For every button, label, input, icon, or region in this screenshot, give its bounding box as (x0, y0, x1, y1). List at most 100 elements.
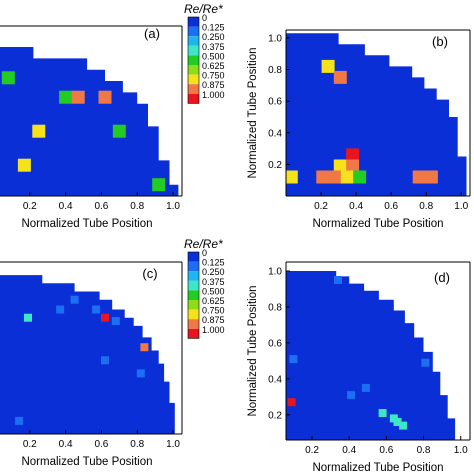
y-tick-label: 0.6 (268, 338, 282, 349)
x-tick-label: 0.2 (23, 439, 37, 450)
colorbar-swatch (188, 45, 199, 56)
heatmap-panel-2: 0.2 0.4 0.6 0.8 1.0 0.2 0.4 0.6 0.8 1.0 Normalized… (247, 29, 471, 230)
colorbar-swatch (188, 261, 199, 272)
heatmap-cell (340, 170, 354, 184)
x-tick-label: 0.6 (94, 201, 108, 212)
heatmap-cell (152, 178, 166, 192)
colorbar-tick-label: 0.250 (202, 267, 225, 277)
heatmap-cell (112, 124, 126, 138)
colorbar-swatch (188, 17, 199, 27)
colorbar-swatch (188, 55, 199, 65)
colorbar-swatch (188, 280, 199, 291)
x-tick-label: 0.8 (419, 201, 433, 212)
y-tick-label: 0.2 (268, 410, 282, 421)
heatmap-cell (17, 158, 31, 172)
heatmap-cell (399, 421, 408, 430)
heatmap-domain-1 (0, 47, 179, 196)
heatmap-cell (333, 70, 347, 84)
y-tick-label: 0.8 (268, 65, 282, 76)
heatmap-cell (347, 391, 356, 400)
colorbar-tick-label: 0.750 (202, 71, 225, 81)
x-tick-label: 0.4 (342, 445, 356, 456)
colorbar-swatch (188, 309, 199, 320)
heatmap-domain-3 (0, 275, 175, 434)
heatmap-panel-4: 0.2 0.4 0.6 0.8 1.0 0.2 0.4 0.6 0.8 1.0 Normalized… (247, 261, 471, 474)
colorbar-legend-bottom: Re/Re* 00.1250.2500.3750.5000.6250.7500.… (184, 237, 225, 339)
colorbar-tick-label: 0.250 (202, 32, 225, 42)
heatmap-domain-4 (286, 271, 456, 440)
heatmap-cell (316, 170, 330, 184)
heatmap-cell (334, 276, 342, 284)
panel-label: (b) (432, 34, 448, 49)
x-tick-label: 1.0 (454, 201, 468, 212)
colorbar-tick-label: 0.375 (202, 42, 225, 52)
heatmap-cell (378, 409, 387, 417)
heatmap-cell (136, 369, 145, 378)
heatmap-cell (321, 59, 335, 73)
x-tick-label: 0.6 (94, 439, 108, 450)
x-tick-label: 0.2 (23, 201, 37, 212)
colorbar-title-top: Re/Re* (184, 2, 223, 16)
heatmap-cell (59, 90, 73, 104)
heatmap-cell (328, 170, 342, 184)
colorbar-tick-label: 0.500 (202, 51, 225, 61)
colorbar-swatch (188, 271, 199, 281)
heatmap-domain-2 (286, 33, 467, 196)
colorbar-tick-label: 0.125 (202, 23, 225, 33)
heatmap-panel-3: 0.2 0.4 0.6 0.8 1.0 Normalized Tube Position (… (0, 261, 183, 468)
heatmap-cell (111, 317, 120, 325)
x-tick-label: 0.6 (384, 201, 398, 212)
heatmap-cell (286, 170, 298, 184)
heatmap-cell (361, 383, 370, 392)
heatmap-cell (412, 170, 426, 184)
heatmap-panel-1: 0.2 0.4 0.6 0.8 1.0 Normalized Tube Position (… (0, 25, 183, 230)
heatmap-cell (287, 398, 296, 407)
colorbar-swatch (188, 36, 199, 46)
colorbar-legend-top: Re/Re* 00.1250.2500.3750.5000.6250.7500.… (184, 2, 225, 104)
heatmap-cell (101, 313, 109, 322)
heatmap-cell (1, 71, 15, 85)
heatmap-cell (346, 159, 360, 173)
panel-label: (a) (144, 26, 160, 41)
colorbar-swatch (188, 290, 199, 300)
x-tick-label: 0.4 (59, 201, 73, 212)
heatmap-cell (140, 343, 149, 352)
x-tick-label: 0.8 (130, 201, 144, 212)
heatmap-cell (98, 90, 112, 104)
x-tick-label: 0.4 (59, 439, 73, 450)
heatmap-cell (56, 305, 65, 314)
panel-label: (d) (434, 270, 450, 285)
colorbar-tick-label: 0.875 (202, 315, 225, 325)
colorbar-title-bottom: Re/Re* (184, 237, 223, 251)
colorbar-swatch (188, 252, 199, 262)
heatmap-cell (289, 355, 298, 364)
heatmap-cell (24, 313, 32, 322)
y-tick-label: 0.2 (268, 160, 282, 171)
y-tick-label: 0.8 (268, 302, 282, 313)
heatmap-cell (353, 170, 367, 184)
heatmap-cell (32, 124, 46, 138)
colorbar-tick-label: 0.875 (202, 80, 225, 90)
colorbar-tick-label: 0 (202, 13, 207, 23)
x-tick-label: 0.6 (379, 445, 393, 456)
colorbar-tick-label: 0 (202, 248, 207, 258)
y-tick-label: 0.6 (268, 97, 282, 108)
x-axis-label: Normalized Tube Position (312, 218, 443, 230)
colorbar-swatch (188, 84, 199, 94)
x-tick-label: 0.2 (305, 445, 319, 456)
y-axis-label: Normalized Tube Position (247, 47, 259, 178)
panel-label: (c) (142, 266, 157, 281)
x-tick-label: 0.8 (130, 439, 144, 450)
colorbar-swatch (188, 93, 199, 104)
y-tick-label: 0.4 (268, 374, 282, 385)
heatmap-cell (92, 305, 101, 314)
colorbar-tick-label: 0.500 (202, 286, 225, 296)
x-tick-label: 0.2 (314, 201, 328, 212)
heatmap-cell (421, 358, 430, 367)
x-tick-label: 0.8 (417, 445, 431, 456)
x-tick-label: 0.4 (349, 201, 363, 212)
colorbar-tick-label: 0.750 (202, 306, 225, 316)
heatmap-cell (70, 295, 79, 304)
colorbar-tick-label: 0.625 (202, 296, 225, 306)
